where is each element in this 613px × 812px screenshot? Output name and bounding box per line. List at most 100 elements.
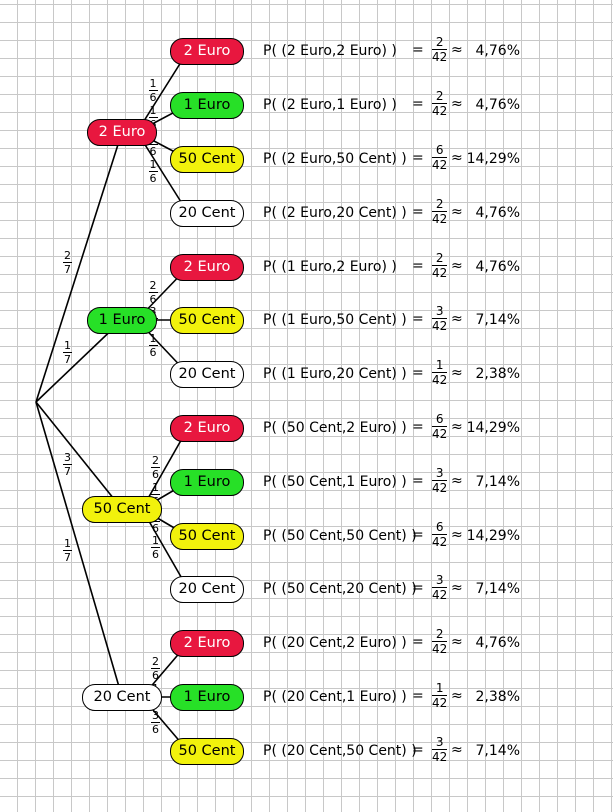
equals-sign: = — [412, 204, 424, 220]
equals-sign: = — [412, 42, 424, 58]
equals-sign: = — [412, 473, 424, 489]
fraction-denominator: 42 — [432, 642, 448, 656]
result-expression: P( (2 Euro,2 Euro) ) — [263, 43, 397, 59]
result-row: P( (1 Euro,50 Cent) ) = 3 42 ≈7,14% — [263, 305, 608, 335]
result-fraction: 2 42 — [432, 90, 447, 117]
level2-node: 1 Euro — [170, 469, 244, 496]
level2-node: 2 Euro — [170, 38, 244, 65]
fraction-bar — [432, 426, 448, 427]
result-expression: P( (20 Cent,50 Cent) ) — [263, 743, 417, 759]
result-expression: P( (50 Cent,1 Euro) ) — [263, 474, 407, 490]
result-row: P( (1 Euro,2 Euro) ) = 2 42 ≈4,76% — [263, 252, 608, 282]
fraction-denominator: 7 — [64, 465, 71, 478]
result-expression: P( (1 Euro,2 Euro) ) — [263, 259, 397, 275]
level2-node: 2 Euro — [170, 415, 244, 442]
fraction-bar — [432, 157, 448, 158]
fraction-bar — [148, 291, 158, 293]
fraction-denominator: 42 — [432, 696, 448, 710]
equals-sign: = — [412, 365, 424, 381]
root-edge — [35, 131, 123, 403]
level2-node: 2 Euro — [170, 630, 244, 657]
fraction-denominator: 42 — [432, 588, 448, 602]
equals-sign: = — [412, 258, 424, 274]
fraction-numerator: 1 — [64, 339, 71, 352]
fraction-bar — [432, 695, 448, 696]
equals-sign: = — [412, 742, 424, 758]
fraction-bar — [151, 493, 160, 495]
fraction-numerator: 1 — [64, 537, 71, 550]
result-percentage: 2,38% — [475, 366, 520, 382]
fraction-denominator: 6 — [149, 171, 157, 185]
result-percentage: 14,29% — [466, 151, 520, 167]
equals-sign: = — [412, 150, 424, 166]
fraction-numerator: 1 — [149, 103, 157, 117]
fraction-numerator: 1 — [152, 534, 159, 547]
result-fraction: 6 42 — [432, 144, 447, 171]
level1-node: 1 Euro — [87, 307, 157, 334]
fraction-bar — [432, 49, 448, 50]
result-percentage: 4,76% — [475, 43, 520, 59]
result-percentage: 7,14% — [475, 474, 520, 490]
fraction-bar — [63, 550, 72, 551]
fraction-bar — [148, 89, 158, 91]
result-expression: P( (2 Euro,1 Euro) ) — [263, 97, 397, 113]
fraction-denominator: 42 — [432, 158, 448, 172]
fraction-numerator: 3 — [435, 573, 444, 587]
fraction-denominator: 6 — [152, 467, 159, 481]
fraction-bar — [432, 318, 448, 319]
equals-sign: = — [412, 311, 424, 327]
result-row: P( (50 Cent,1 Euro) ) = 3 42 ≈7,14% — [263, 467, 608, 497]
fraction-bar — [432, 480, 448, 481]
approx-sign: ≈ — [451, 688, 463, 704]
fraction-numerator: 2 — [435, 89, 444, 103]
level2-node: 50 Cent — [170, 146, 244, 173]
result-row: P( (20 Cent,1 Euro) ) = 1 42 ≈2,38% — [263, 682, 608, 712]
result-fraction: 3 42 — [432, 305, 447, 332]
fraction-numerator: 2 — [152, 453, 159, 467]
fraction-denominator: 42 — [432, 481, 448, 495]
fraction-denominator: 7 — [64, 551, 71, 564]
result-percentage: 7,14% — [475, 312, 520, 328]
fraction-denominator: 42 — [432, 373, 448, 387]
equals-sign: = — [412, 580, 424, 596]
fraction-numerator: 3 — [435, 466, 444, 480]
level2-node: 50 Cent — [170, 307, 244, 334]
fraction-bar — [148, 116, 158, 118]
fraction-bar — [148, 345, 158, 346]
result-percentage: 4,76% — [475, 205, 520, 221]
fraction-numerator: 2 — [64, 249, 71, 262]
equals-sign: = — [412, 419, 424, 435]
fraction-numerator: 3 — [152, 709, 159, 722]
level2-node: 2 Euro — [170, 254, 244, 281]
fraction-bar — [151, 547, 160, 548]
equals-sign: = — [412, 527, 424, 543]
result-row: P( (20 Cent,2 Euro) ) = 2 42 ≈4,76% — [263, 628, 608, 658]
approx-sign: ≈ — [451, 527, 463, 543]
result-row: P( (2 Euro,20 Cent) ) = 2 42 ≈4,76% — [263, 198, 608, 228]
fraction-bar — [148, 170, 158, 172]
approx-sign: ≈ — [451, 419, 463, 435]
fraction-denominator: 6 — [149, 346, 157, 359]
fraction-denominator: 6 — [152, 521, 159, 535]
fraction-numerator: 6 — [435, 520, 444, 534]
result-row: P( (2 Euro,2 Euro) ) = 2 42 ≈4,76% — [263, 36, 608, 66]
result-fraction: 6 42 — [432, 521, 447, 548]
fraction-bar — [432, 265, 448, 266]
level2-node: 1 Euro — [170, 92, 244, 119]
fraction-bar — [432, 749, 448, 750]
result-fraction: 6 42 — [432, 413, 447, 440]
fraction-bar — [432, 534, 448, 535]
result-percentage: 4,76% — [475, 635, 520, 651]
equals-sign: = — [412, 688, 424, 704]
level1-node: 50 Cent — [82, 496, 162, 523]
fraction-denominator: 42 — [432, 266, 448, 280]
fraction-bar — [432, 641, 448, 642]
fraction-numerator: 2 — [435, 197, 444, 211]
fraction-numerator: 1 — [435, 681, 444, 695]
fraction-denominator: 42 — [432, 212, 448, 226]
